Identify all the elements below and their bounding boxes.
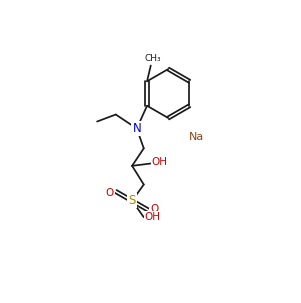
Text: Na: Na bbox=[189, 132, 204, 142]
Text: N: N bbox=[132, 122, 141, 135]
Text: CH₃: CH₃ bbox=[144, 54, 161, 63]
Text: OH: OH bbox=[144, 212, 161, 222]
Text: O: O bbox=[150, 204, 158, 214]
Text: O: O bbox=[106, 188, 114, 198]
Text: S: S bbox=[129, 194, 136, 207]
Text: OH: OH bbox=[152, 157, 168, 167]
